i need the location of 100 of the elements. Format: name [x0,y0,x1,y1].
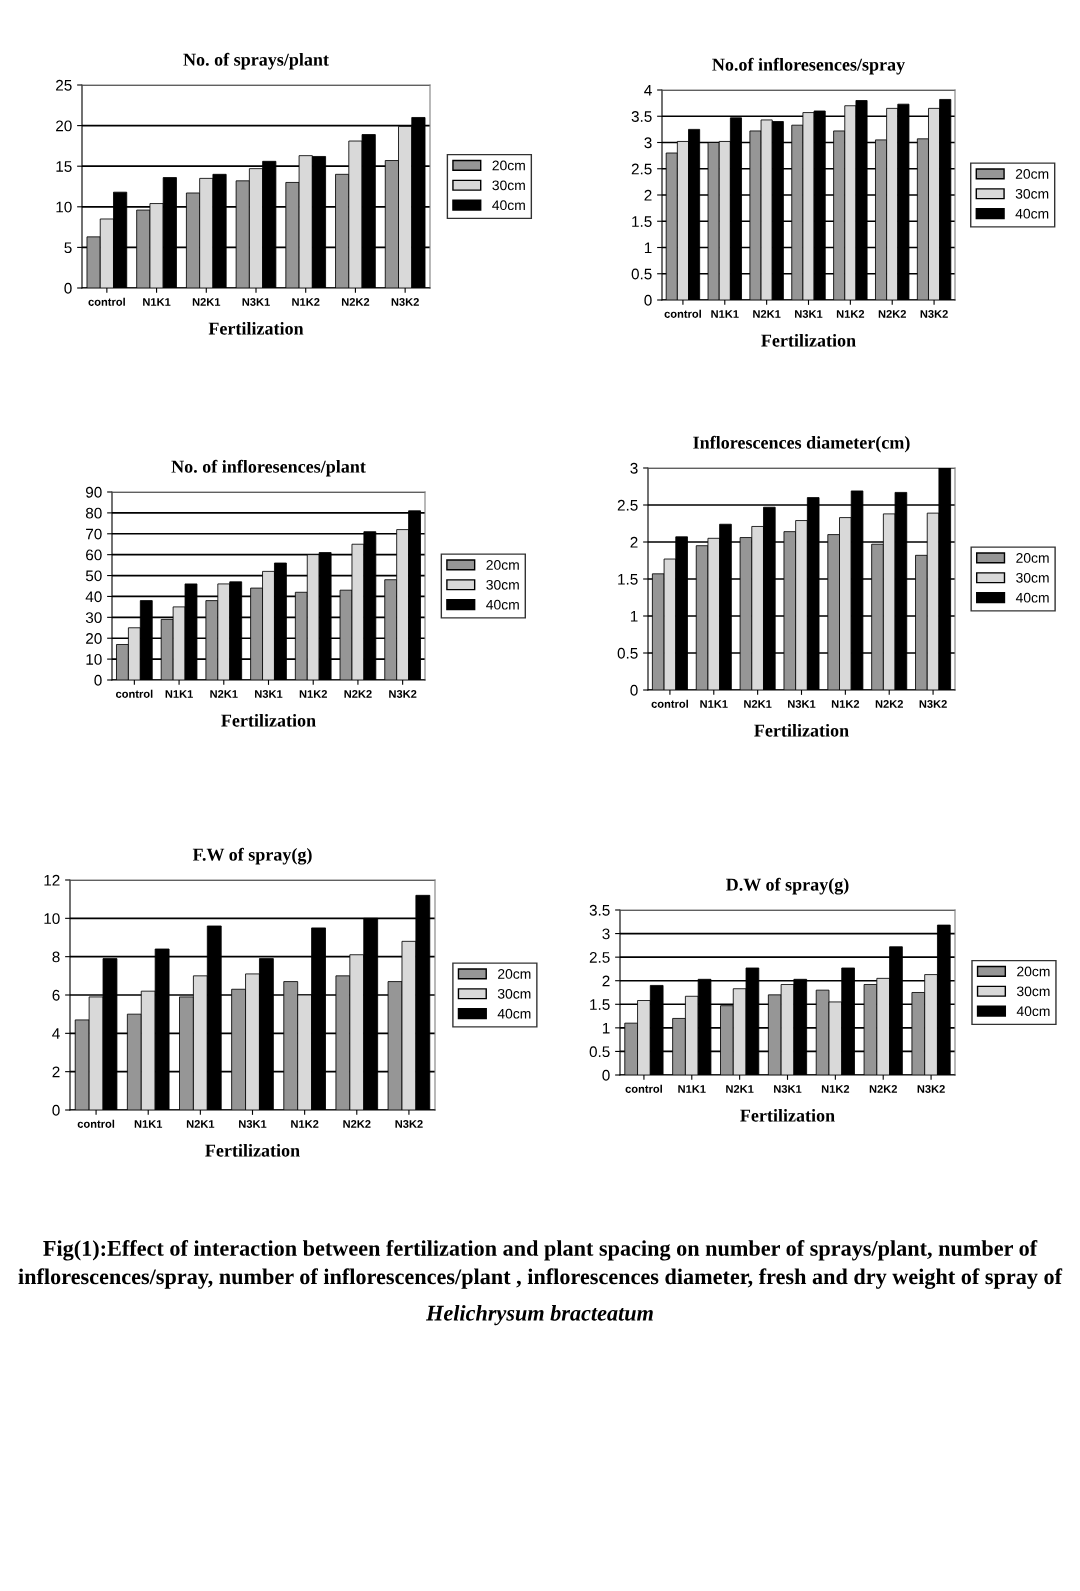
y-tick-label: 30 [85,612,102,624]
x-tick-label: N1K1 [711,310,739,318]
legend-label: 30cm [1016,572,1049,583]
y-tick-label: 0 [644,294,652,306]
y-tick-label: 2 [644,189,652,201]
y-tick-label: 0.5 [617,647,638,659]
y-tick-label: 3 [602,928,610,940]
x-tick-label: N3K2 [917,1085,945,1093]
x-tick-label: N2K2 [341,298,370,306]
y-tick-label: 50 [85,570,102,582]
x-tick-label: N1K2 [831,700,860,708]
x-tick-label: N1K1 [165,690,193,698]
chart-title: Inflorescences diameter(cm) [693,435,910,453]
x-tick-label: N2K2 [878,310,906,318]
x-axis-title: Fertilization [205,1143,300,1157]
x-tick-label: N1K2 [299,690,327,698]
legend-label: 40cm [1015,208,1049,219]
y-tick-label: 40 [85,591,102,603]
y-tick-label: 80 [85,507,102,519]
x-axis-title: Fertilization [761,333,856,347]
legend-label: 20cm [1017,966,1050,977]
x-tick-label: control [664,309,701,318]
legend-label: 20cm [1016,553,1049,563]
legend-label: 40cm [492,200,525,211]
y-tick-label: 20 [56,120,72,132]
x-tick-label: N1K1 [700,700,728,708]
y-tick-label: 0 [94,674,102,686]
legend-label: 30cm [1015,188,1049,199]
chart-title: F.W of spray(g) [192,847,312,865]
x-tick-label: N1K2 [291,1120,319,1128]
chart-title: No. of infloresences/plant [171,459,366,477]
x-tick-label: N1K2 [836,310,865,318]
legend-label: 40cm [486,599,519,610]
y-tick-label: 5 [64,242,72,254]
x-tick-label: N2K2 [869,1085,897,1093]
y-tick-label: 20 [86,633,102,644]
x-tick-label: N2K1 [192,298,221,306]
x-axis-title: Fertilization [208,321,304,335]
x-axis-title: Fertilization [754,723,849,737]
y-tick-label: 3 [630,462,638,474]
x-tick-label: N2K1 [753,310,781,318]
y-tick-label: 25 [56,79,72,91]
y-tick-label: 12 [44,874,60,886]
x-tick-label: N3K1 [795,310,823,318]
x-axis-title: Fertilization [221,713,316,727]
y-tick-label: 2.5 [617,499,638,511]
x-tick-label: N1K2 [821,1085,850,1093]
y-tick-label: 1.5 [618,574,638,585]
y-tick-label: 2.5 [589,952,610,963]
text: Fig(1):Effect of interaction between fertilization and plant spacing on number of sprays/plant, number of inflorescences/spray, number of inflorescences/plant , inflorescences diameter, fresh and dry weight of spray of [18,1240,1063,1289]
y-tick-label: 0 [602,1069,610,1081]
chart-title: No.of infloresences/spray [712,57,905,75]
text: Helichrysum bracteatum [425,1305,653,1326]
legend-label: 20cm [1015,169,1049,179]
chart-title: D.W of spray(g) [726,877,849,895]
x-tick-label: control [651,699,688,708]
x-tick-label: N2K2 [344,690,372,698]
y-tick-label: 3.5 [631,111,652,122]
x-tick-label: N3K1 [788,700,816,708]
y-tick-label: 90 [86,486,102,498]
y-tick-label: 1.5 [632,216,652,227]
x-tick-label: N1K2 [292,298,320,306]
chart-title: No. of sprays/plant [183,52,329,70]
y-tick-label: 0 [630,684,638,696]
y-tick-label: 10 [44,913,60,925]
y-tick-label: 10 [86,653,102,665]
y-tick-label: 10 [56,201,72,213]
legend-label: 30cm [497,988,531,999]
x-tick-label: control [77,1119,115,1128]
legend-label: 20cm [486,560,519,570]
x-tick-label: N1K1 [678,1085,706,1093]
y-tick-label: 2.5 [631,163,652,175]
y-tick-label: 1 [602,1022,610,1034]
x-tick-label: control [88,297,125,306]
x-tick-label: N3K2 [389,690,417,698]
legend-label: 30cm [1016,986,1050,997]
x-tick-label: N1K1 [134,1120,163,1128]
y-tick-label: 1 [630,611,638,622]
x-tick-label: N1K1 [143,298,171,306]
legend-label: 30cm [486,579,519,590]
y-tick-label: 0.5 [589,1046,610,1058]
y-tick-label: 0.5 [631,268,652,280]
y-tick-label: 2 [630,536,638,548]
x-tick-label: N3K2 [395,1120,423,1128]
y-tick-label: 0 [52,1104,60,1116]
y-tick-label: 60 [86,549,102,561]
x-tick-label: N3K1 [239,1120,267,1128]
y-tick-label: 4 [52,1028,60,1039]
legend-label: 40cm [1015,592,1049,603]
y-tick-label: 2 [602,975,610,987]
legend-label: 20cm [492,160,525,171]
y-tick-label: 4 [644,85,652,96]
y-tick-label: 1 [644,242,652,254]
x-tick-label: N3K1 [774,1085,802,1093]
legend-label: 40cm [1016,1006,1050,1017]
legend-label: 30cm [492,180,525,191]
x-tick-label: N2K2 [343,1120,371,1128]
y-tick-label: 3 [644,137,652,149]
x-axis-title: Fertilization [740,1108,835,1122]
x-tick-label: control [115,689,153,698]
